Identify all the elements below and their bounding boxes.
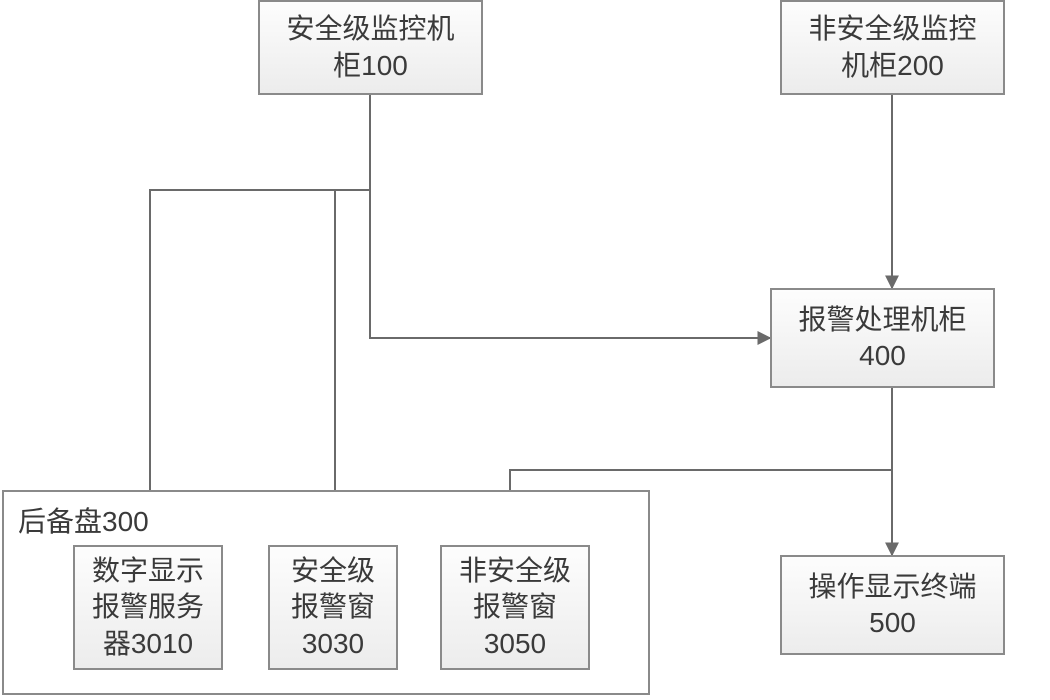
node-n3050: 非安全级 报警窗 3050 xyxy=(440,545,590,670)
diagram-canvas: 后备盘300 安全级监控机 柜100 非安全级监控 机柜200 报警处理机柜 400 操… xyxy=(0,0,1050,700)
node-n200: 非安全级监控 机柜200 xyxy=(780,0,1005,95)
edge-0 xyxy=(150,95,370,545)
node-n3010: 数字显示 报警服务 器3010 xyxy=(73,545,223,670)
container-label-c300: 后备盘300 xyxy=(18,500,149,540)
node-n500: 操作显示终端 500 xyxy=(780,555,1005,655)
node-n100: 安全级监控机 柜100 xyxy=(258,0,483,95)
node-n400: 报警处理机柜 400 xyxy=(770,288,995,388)
edge-2 xyxy=(370,190,770,338)
node-n3030: 安全级 报警窗 3030 xyxy=(268,545,398,670)
